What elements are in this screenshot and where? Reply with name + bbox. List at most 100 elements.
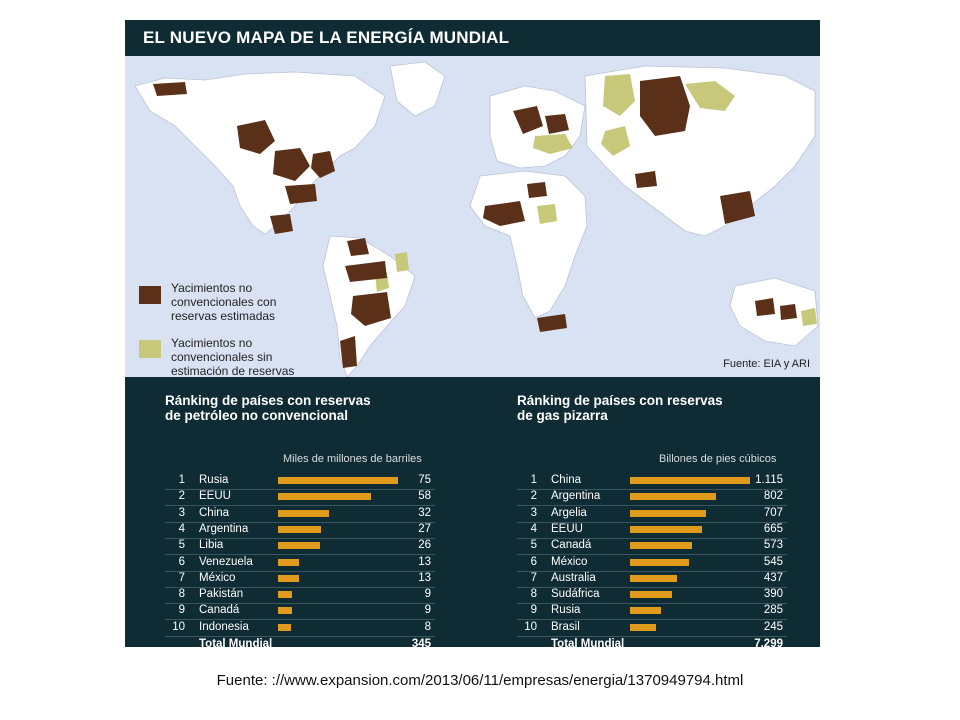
oil-ranking-row: 5 Libia 26: [165, 538, 435, 556]
oil-ranking-row: 9 Canadá 9: [165, 603, 435, 621]
oil-ranking-row: 4 Argentina 27: [165, 522, 435, 539]
deposit-south-africa: [537, 314, 567, 332]
deposit-brazil-2: [395, 252, 409, 272]
map-source: Fuente: EIA y ARI: [723, 358, 810, 370]
country-name: Argelia: [551, 506, 587, 519]
rank-number: 3: [530, 506, 537, 519]
oil-ranking-row: 2 EEUU 58: [165, 489, 435, 507]
country-name: Rusia: [551, 604, 581, 617]
deposit-usa-3: [285, 184, 317, 204]
deposit-europe-2: [545, 114, 569, 134]
value-label: 285: [763, 604, 783, 617]
value-bar: [278, 525, 322, 533]
value-label: 75: [418, 474, 431, 486]
oil-ranking-row: 1 Rusia 75: [165, 473, 435, 490]
value-label: 32: [418, 506, 431, 519]
legend-estimated-line-1: Yacimientos no: [171, 281, 252, 295]
deposit-middle-east: [635, 171, 657, 188]
rank-number: 2: [178, 490, 185, 503]
gas-ranking-row: 5 Canadá 573: [517, 538, 787, 556]
rank-number: 6: [178, 555, 185, 568]
value-bar: [278, 607, 293, 615]
oil-ranking-title: Ránking de países con reservas de petról…: [165, 393, 465, 423]
value-bar: [630, 509, 707, 517]
country-name: Australia: [551, 571, 596, 584]
value-bar: [630, 493, 717, 501]
rank-number: 4: [530, 522, 537, 535]
deposit-siberia-east: [685, 81, 735, 111]
country-name: EEUU: [551, 522, 583, 535]
deposit-alaska: [153, 82, 187, 96]
gas-total-row: Total Mundial 7.299: [517, 636, 787, 647]
rank-number: 5: [530, 539, 537, 552]
gas-ranking-row: 10 Brasil 245: [517, 620, 787, 637]
deposit-usa-1: [273, 148, 310, 181]
total-value: 7.299: [754, 638, 783, 647]
rank-number: 2: [530, 490, 537, 503]
rank-number: 5: [178, 539, 185, 552]
country-name: Indonesia: [199, 620, 249, 633]
total-label: Total Mundial: [551, 638, 625, 647]
country-name: Rusia: [199, 474, 229, 486]
oil-ranking-row: 8 Pakistán 9: [165, 587, 435, 605]
value-bar: [630, 574, 678, 582]
rank-number: 8: [178, 588, 185, 601]
deposit-siberia-main: [640, 76, 690, 136]
value-label: 13: [418, 555, 431, 568]
legend-estimated-line-3: reservas estimadas: [171, 309, 275, 323]
legend-swatch-estimated: [139, 286, 161, 304]
value-label: 802: [763, 490, 783, 503]
legend-swatch-unestimated: [139, 340, 161, 358]
value-label: 58: [418, 490, 431, 503]
gas-ranking-row: 7 Australia 437: [517, 571, 787, 588]
deposit-europe-1: [513, 106, 543, 134]
rank-number: 10: [524, 620, 537, 633]
country-name: Venezuela: [199, 555, 253, 568]
legend-unestimated-line-3: estimación de reservas: [171, 364, 294, 377]
estimated-deposits: [153, 76, 797, 368]
rank-number: 9: [530, 604, 537, 617]
value-label: 390: [763, 588, 783, 601]
infographic-title: EL NUEVO MAPA DE LA ENERGÍA MUNDIAL: [143, 28, 510, 47]
oil-title-line-2: de petróleo no convencional: [165, 408, 349, 423]
deposit-australia-2: [780, 304, 797, 320]
oil-total-row: Total Mundial 345: [165, 636, 435, 647]
country-name: Argentina: [551, 490, 601, 503]
deposit-north-africa-2: [527, 182, 547, 198]
legend-unestimated-line-1: Yacimientos no: [171, 336, 252, 350]
gas-ranking-title: Ránking de países con reservas de gas pi…: [517, 393, 817, 423]
value-bar: [278, 477, 398, 484]
value-bar: [278, 574, 299, 582]
value-bar: [630, 591, 672, 599]
greenland-land: [389, 61, 446, 117]
deposit-argentina-2: [340, 336, 357, 368]
value-label: 8: [424, 620, 431, 633]
deposit-north-africa: [537, 204, 557, 224]
value-label: 437: [763, 571, 783, 584]
gas-ranking-row: 6 México 545: [517, 555, 787, 572]
total-label: Total Mundial: [199, 638, 273, 647]
gas-title-line-2: de gas pizarra: [517, 408, 608, 423]
rank-number: 9: [178, 604, 185, 617]
deposit-europe: [533, 134, 573, 154]
value-bar: [278, 623, 291, 631]
value-label: 245: [763, 620, 783, 633]
gas-ranking-row: 8 Sudáfrica 390: [517, 587, 787, 605]
country-name: Canadá: [551, 539, 592, 552]
rank-number: 6: [530, 555, 537, 568]
deposit-argentina-1: [351, 292, 391, 326]
gas-unit-label: Billones de pies cúbicos: [659, 453, 777, 465]
deposit-australia-1: [755, 298, 775, 316]
oil-ranking-row: 6 Venezuela 13: [165, 555, 435, 572]
gas-ranking-row: 4 EEUU 665: [517, 522, 787, 539]
gas-ranking-row: 9 Rusia 285: [517, 603, 787, 621]
value-label: 1.115: [755, 474, 783, 486]
country-name: México: [199, 571, 236, 584]
value-bar: [630, 558, 689, 566]
country-name: China: [199, 506, 230, 519]
country-name: China: [551, 474, 582, 486]
country-name: Canadá: [199, 604, 240, 617]
value-label: 27: [418, 522, 431, 535]
total-value: 345: [411, 638, 431, 647]
value-bar: [630, 623, 657, 631]
